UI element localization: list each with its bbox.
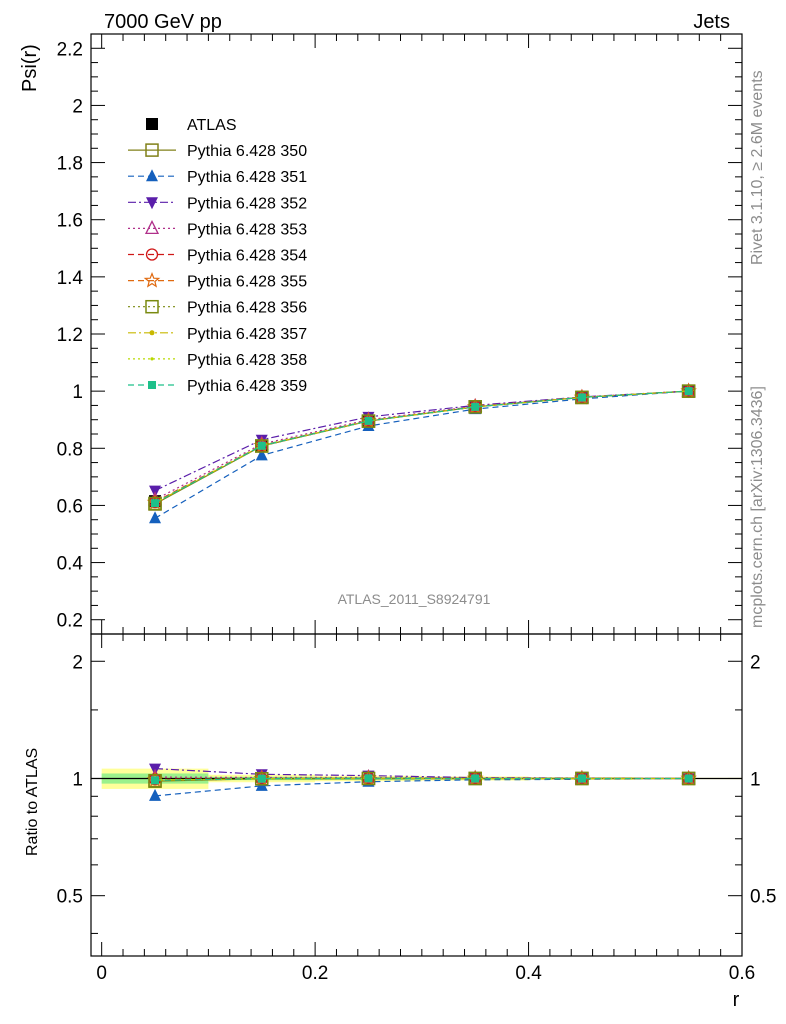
legend-marker <box>148 381 156 389</box>
legend-label: Pythia 6.428 355 <box>187 274 307 291</box>
legend-marker <box>145 248 159 261</box>
main-y-tick-label: 1.6 <box>57 211 83 232</box>
main-y-axis-label: Psi(r) <box>19 44 41 92</box>
x-tick-label: 0.4 <box>515 963 542 984</box>
legend-entry-3: Pythia 6.428 352 <box>128 195 307 212</box>
mcplots-source-label: mcplots.cern.ch [arXiv:1306.3436] <box>749 386 766 628</box>
x-tick-label: 0 <box>96 963 107 984</box>
main-data-point <box>364 416 373 425</box>
main-y-tick-label: 1.2 <box>57 325 83 346</box>
ratio-y-tick-label: 0.5 <box>57 887 83 908</box>
ratio-data-point <box>471 774 480 783</box>
main-data-point <box>257 441 266 450</box>
legend-label: Pythia 6.428 350 <box>187 143 307 160</box>
legend-entry-9: Pythia 6.428 358 <box>128 352 307 369</box>
header-right-label: Jets <box>693 11 730 33</box>
x-tick-label: 0.6 <box>729 963 755 984</box>
legend-entry-10: Pythia 6.428 359 <box>128 378 307 395</box>
main-y-tick-label: 0.2 <box>57 611 83 632</box>
legend-label: Pythia 6.428 359 <box>187 378 307 395</box>
rivet-version-label: Rivet 3.1.10, ≥ 2.6M events <box>749 70 766 265</box>
main-data-point <box>255 439 269 453</box>
main-y-tick-label: 1.8 <box>57 154 83 175</box>
ratio-y-tick-label-right: 0.5 <box>750 887 776 908</box>
legend-entry-7: Pythia 6.428 356 <box>128 300 307 317</box>
ratio-y-tick-label: 2 <box>72 652 83 673</box>
legend-entry-5: Pythia 6.428 354 <box>128 248 307 265</box>
legend-label: ATLAS <box>187 117 237 134</box>
legend-entry-0: ATLAS <box>146 117 237 134</box>
legend-marker <box>143 271 161 288</box>
main-y-tick-label: 0.8 <box>57 439 83 460</box>
ratio-frame <box>90 633 743 957</box>
legend-entry-1: Pythia 6.428 350 <box>128 143 307 160</box>
main-y-tick-label: 1.4 <box>57 268 84 289</box>
main-data-point <box>471 402 480 411</box>
main-y-tick-label: 2 <box>72 96 83 117</box>
legend-label: Pythia 6.428 351 <box>187 169 307 186</box>
legend-label: Pythia 6.428 358 <box>187 352 307 369</box>
legend-marker <box>149 330 155 336</box>
legend-marker <box>145 299 159 314</box>
ratio-y-tick-label-right: 1 <box>750 769 761 790</box>
main-data-point <box>255 448 268 461</box>
header-left-label: 7000 GeV pp <box>104 11 222 33</box>
legend-marker <box>146 118 158 130</box>
main-series-line <box>154 390 689 501</box>
ratio-series-line <box>154 777 689 797</box>
legend-marker <box>145 143 159 157</box>
ratio-series-line <box>154 777 689 781</box>
ratio-data-point <box>681 771 696 786</box>
ratio-series-line <box>154 777 689 781</box>
legend-entry-6: Pythia 6.428 355 <box>128 271 307 291</box>
main-series-line <box>154 390 689 519</box>
ratio-series-9 <box>151 774 693 785</box>
ratio-y-tick-label-right: 2 <box>750 652 761 673</box>
x-tick-label: 0.2 <box>302 963 328 984</box>
main-y-tick-label: 0.6 <box>57 496 83 517</box>
main-data-point <box>361 414 376 428</box>
legend-marker <box>150 357 154 361</box>
main-data-point <box>149 511 162 524</box>
ratio-data-point <box>151 776 160 785</box>
main-series-line <box>154 390 689 504</box>
main-y-tick-label: 0.4 <box>57 554 84 575</box>
legend-entry-4: Pythia 6.428 353 <box>128 219 307 238</box>
ratio-y-axis-label: Ratio to ATLAS <box>24 748 41 856</box>
main-y-tick-label: 1 <box>72 382 83 403</box>
legend-marker <box>146 169 158 182</box>
main-data-point <box>577 393 586 402</box>
legend-label: Pythia 6.428 357 <box>187 326 307 343</box>
ratio-data-point <box>364 774 373 783</box>
main-data-point <box>151 499 160 508</box>
legend-label: Pythia 6.428 356 <box>187 300 307 317</box>
x-axis-label: r <box>733 989 740 1011</box>
main-plot-panel: 0.2 0.4 0.6 0.8 1 1.2 1.4 1.6 1.8 2 2.2 <box>57 33 743 635</box>
ratio-data-point <box>684 774 693 783</box>
main-y-tick-label: 2.2 <box>57 39 83 60</box>
ratio-series-line <box>154 776 689 780</box>
legend-label: Pythia 6.428 354 <box>187 248 307 265</box>
main-data-point <box>684 387 693 396</box>
main-series-10 <box>151 387 693 508</box>
legend: ATLAS Pythia 6.428 350 Pythia 6.428 351 Pyt… <box>128 117 307 395</box>
ratio-data-point <box>257 774 266 783</box>
ratio-data-point <box>577 774 586 783</box>
ratio-y-tick-label: 1 <box>72 769 83 790</box>
main-data-point <box>148 496 162 511</box>
legend-marker <box>146 197 158 210</box>
legend-label: Pythia 6.428 352 <box>187 195 307 212</box>
ratio-plot-panel: 0.5 0.5 1 1 2 2 0 0.2 0.4 0.6 <box>57 633 776 984</box>
legend-entry-8: Pythia 6.428 357 <box>128 326 307 343</box>
ratio-data-point <box>149 788 162 801</box>
legend-label: Pythia 6.428 353 <box>187 221 307 238</box>
analysis-id-label: ATLAS_2011_S8924791 <box>338 591 491 607</box>
legend-marker <box>144 219 160 235</box>
legend-entry-2: Pythia 6.428 351 <box>128 169 307 186</box>
